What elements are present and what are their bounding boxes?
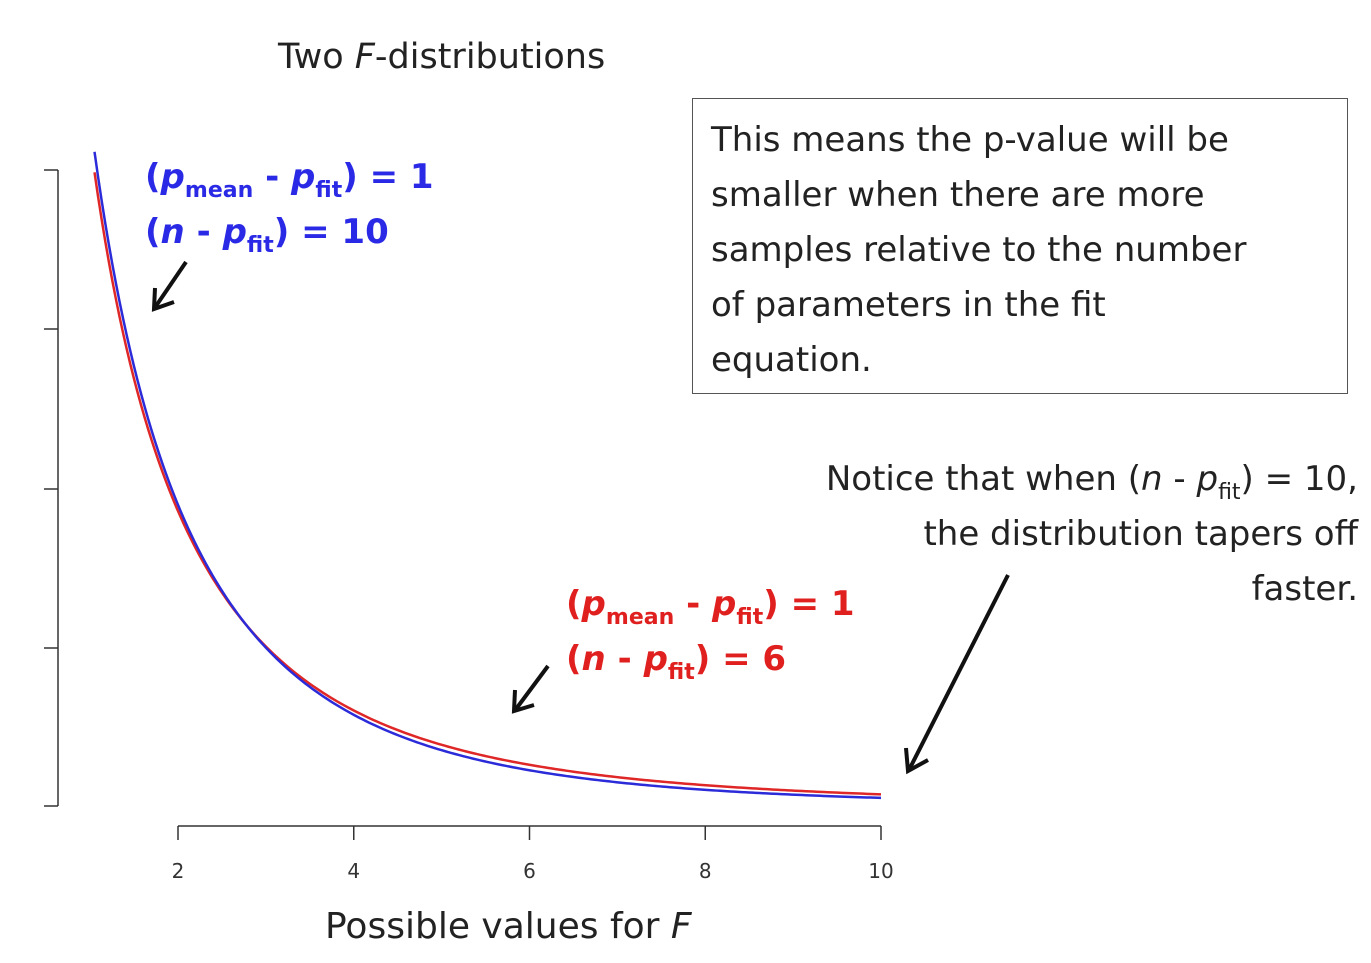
series-line-blue <box>93 151 882 800</box>
explanation-line: smaller when there are more <box>711 175 1205 215</box>
chart-title: Two F-distributions <box>277 37 605 77</box>
notice-line1: Notice that when (n - pfit) = 10, <box>826 459 1358 505</box>
notice-line3: faster. <box>1252 569 1358 609</box>
x-axis-label: Possible values for F <box>325 906 693 947</box>
y-axis <box>44 169 59 807</box>
x-tick-label: 10 <box>868 859 893 883</box>
explanation-line: samples relative to the number <box>711 230 1247 270</box>
series-layer <box>93 151 882 800</box>
explanation-line: equation. <box>711 340 872 380</box>
x-tick-label: 8 <box>699 859 712 883</box>
notice-arrow-icon <box>904 574 1010 775</box>
x-ticks: 2 4 6 8 10 <box>172 826 894 883</box>
notice-line2: the distribution tapers off <box>923 514 1359 554</box>
explanation-line: of parameters in the fit <box>711 285 1106 325</box>
x-tick-label: 6 <box>523 859 536 883</box>
x-tick-label: 2 <box>172 859 185 883</box>
blue-arrow-icon <box>151 260 188 312</box>
blue-label-line1: (pmean - pfit) = 1 <box>145 157 434 203</box>
blue-label-line2: (n - pfit) = 10 <box>145 212 389 258</box>
red-label-line2: (n - pfit) = 6 <box>566 639 786 685</box>
explanation-line: This means the p-value will be <box>711 120 1229 160</box>
red-label-line1: (pmean - pfit) = 1 <box>566 584 855 630</box>
red-arrow-icon <box>511 664 550 714</box>
explanation-box: This means the p-value will be smaller w… <box>692 98 1348 394</box>
x-tick-label: 4 <box>347 859 360 883</box>
